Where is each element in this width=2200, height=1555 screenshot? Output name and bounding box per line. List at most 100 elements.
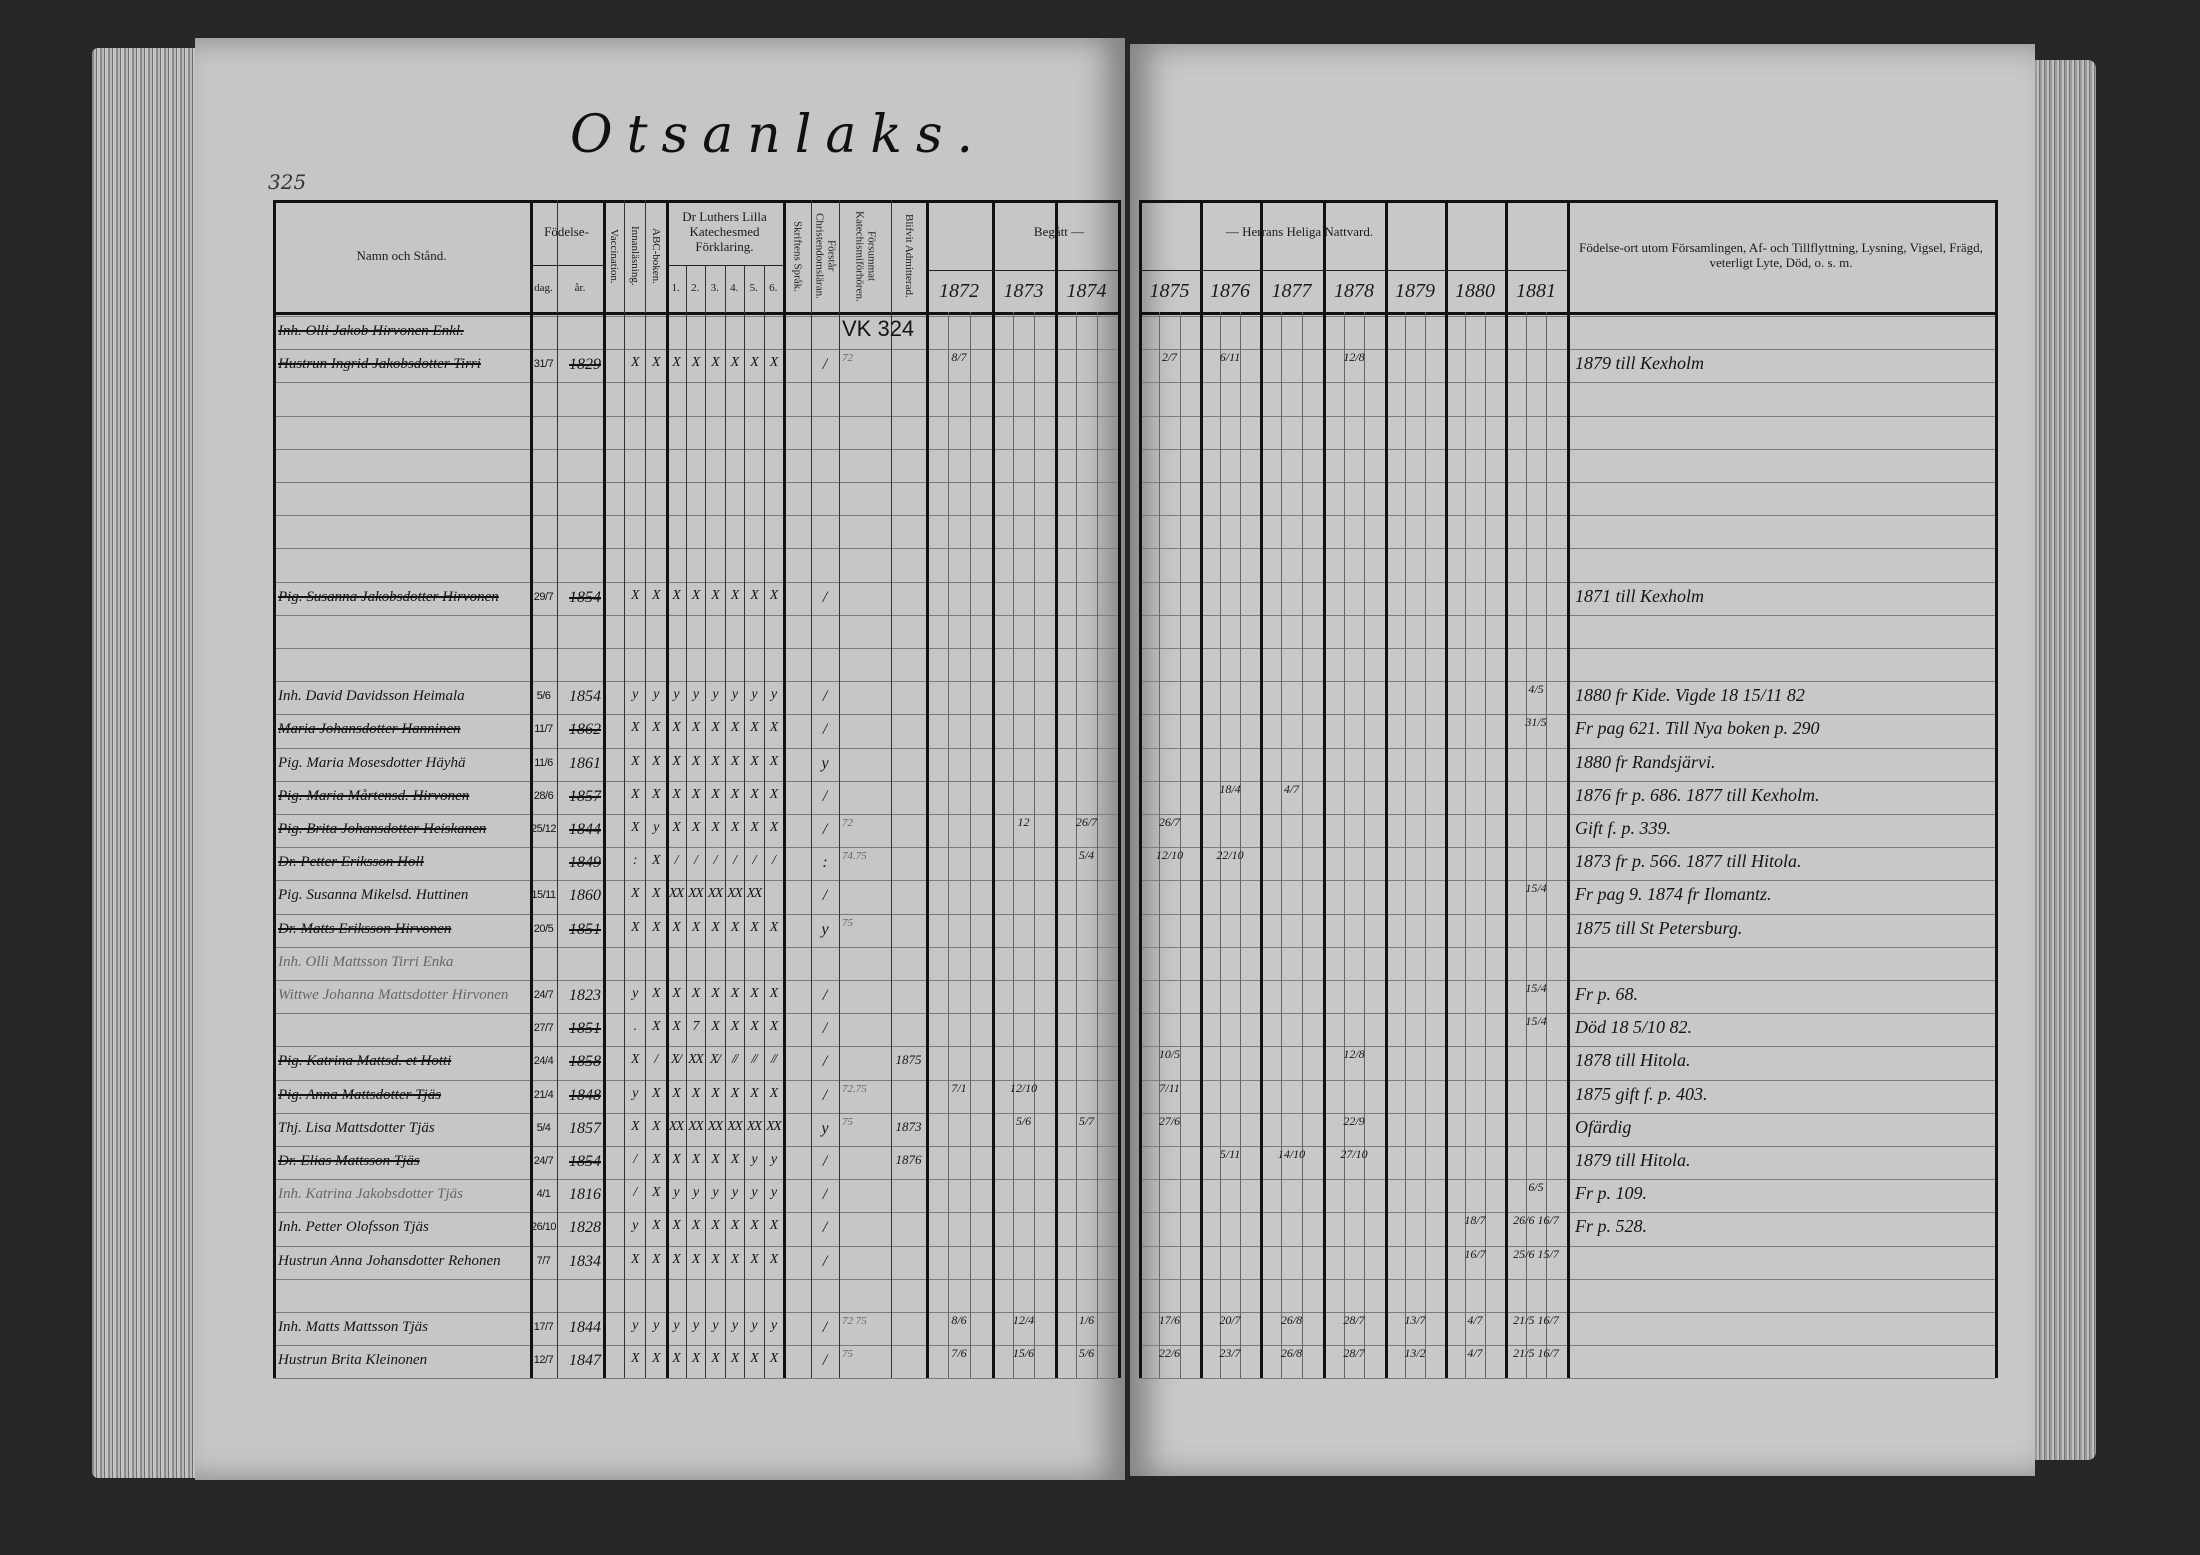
reading-mark: y (632, 1318, 638, 1333)
row-line (273, 1278, 1118, 1280)
column-line (811, 200, 812, 1379)
person-name: Dr. Matts Eriksson Hirvonen (278, 920, 452, 937)
reading-mark: X (691, 355, 701, 371)
reading-mark: X (691, 1251, 701, 1267)
reading-mark: X (730, 355, 740, 371)
header-year-1873: 1873 (1003, 279, 1044, 302)
reading-mark: X (691, 1351, 701, 1367)
communion-date-1876: 20/7 (1219, 1313, 1241, 1327)
sub-column-line (970, 312, 971, 1379)
reading-mark: y (692, 1185, 699, 1201)
book-page-edges-right (2030, 60, 2096, 1460)
reading-mark: X (711, 753, 720, 769)
missed-examination-years: 72 (842, 817, 853, 829)
person-name: Inh. Katrina Jakobsdotter Tjäs (278, 1186, 464, 1203)
birth-day: 31/7 (533, 358, 554, 371)
reading-mark: X (630, 720, 640, 736)
reading-mark: y (712, 1318, 718, 1333)
remark: 1880 fr Kide. Vigde 18 15/11 82 (1575, 685, 1805, 706)
person-name: Thj. Lisa Mattsdotter Tjäs (278, 1119, 435, 1136)
column-line (1385, 200, 1388, 1379)
remark: Gift f. p. 339. (1575, 818, 1672, 838)
reading-mark: X (630, 1251, 640, 1267)
communion-date-1881: 4/5 (1528, 682, 1544, 697)
birth-day: 26/10 (531, 1221, 557, 1234)
birth-day: 11/7 (534, 723, 553, 736)
sub-column-line (1343, 312, 1345, 1379)
reading-mark: X (630, 1351, 640, 1367)
person-name: Dr. Petter Eriksson Holl (278, 854, 424, 871)
sub-column-line (1220, 312, 1221, 1379)
header-abc-book: ABC-boken. (650, 228, 663, 284)
sub-column-line (1076, 312, 1077, 1379)
reading-mark: X (750, 919, 759, 935)
reading-mark: XX (668, 1118, 685, 1134)
reading-mark: X (769, 1351, 779, 1367)
reading-mark: / (633, 1185, 637, 1201)
reading-mark: X (750, 355, 759, 371)
reading-mark: / (674, 853, 679, 869)
sub-column-line (1546, 312, 1548, 1379)
reading-mark: y (731, 687, 738, 703)
reading-mark: X (730, 1152, 740, 1167)
reading-mark: X (769, 1218, 779, 1234)
column-line (1505, 200, 1508, 1379)
reading-mark: X (691, 1152, 701, 1167)
header-divider (666, 265, 783, 266)
column-line (685, 265, 687, 1379)
right-page (1130, 44, 2035, 1476)
sub-column-line (1364, 312, 1366, 1379)
reading-mark: / (654, 1052, 658, 1068)
reading-mark: X (711, 1218, 720, 1234)
reading-mark: X (730, 720, 740, 736)
birth-day: 29/7 (533, 590, 554, 603)
reading-mark: X (769, 720, 779, 736)
header-catechism-part: 2. (691, 282, 700, 295)
communion-date-1878: 12/8 (1343, 1047, 1365, 1062)
doctrine-mark: / (822, 1020, 828, 1038)
header-year-1874: 1874 (1066, 279, 1107, 302)
doctrine-mark: / (822, 787, 828, 805)
reading-mark: XX (688, 886, 704, 902)
reading-mark: X (672, 1251, 681, 1267)
reading-mark: X (769, 1019, 779, 1035)
communion-date-1881: 21/5 16/7 (1513, 1346, 1559, 1361)
communion-date-1881: 31/5 (1525, 715, 1547, 730)
row-line (273, 581, 1118, 583)
reading-mark: y (673, 1185, 679, 1201)
reading-mark: X (691, 1085, 701, 1101)
reading-mark: y (751, 687, 757, 703)
sub-column-line (1034, 312, 1035, 1379)
communion-date-1881: 15/4 (1525, 1014, 1547, 1029)
column-line (1995, 200, 1998, 1379)
person-name: Maria Johansdotter Hanninen (278, 721, 461, 738)
missed-examination-years: 72 (842, 352, 853, 365)
reading-mark: X (672, 753, 681, 769)
reading-mark: X (730, 1351, 740, 1367)
reading-mark: X/ (671, 1052, 682, 1068)
communion-date-1878: 27/10 (1340, 1147, 1368, 1161)
doctrine-mark: / (822, 688, 828, 706)
reading-mark: X (651, 886, 661, 902)
remark: Fr pag 621. Till Nya boken p. 290 (1575, 718, 1820, 739)
reading-mark: X (651, 986, 661, 1001)
reading-mark: X (711, 986, 720, 1001)
row-line (273, 847, 1118, 849)
reading-mark: X (691, 986, 701, 1001)
birth-year: 1844 (569, 1319, 601, 1336)
communion-date-1876: 5/11 (1219, 1147, 1241, 1161)
reading-mark: y (653, 1318, 659, 1333)
header-year-1877: 1877 (1271, 279, 1312, 302)
header-name-and-status: Namn och Stånd. (356, 247, 447, 263)
communion-date-1879: 13/2 (1404, 1346, 1426, 1361)
reading-mark: X (769, 986, 779, 1001)
person-name: Pig. Susanna Mikelsd. Huttinen (278, 887, 469, 904)
reading-mark: X (672, 355, 681, 371)
doctrine-mark: : (822, 854, 828, 872)
person-name: Pig. Brita Johansdotter Heiskanen (278, 821, 487, 837)
column-line (763, 265, 765, 1379)
header-divider (530, 265, 603, 266)
reading-mark: XX (688, 1118, 704, 1134)
reading-mark: X (711, 1085, 720, 1101)
header-scripture-language: Skriftens Språk. (791, 220, 804, 292)
